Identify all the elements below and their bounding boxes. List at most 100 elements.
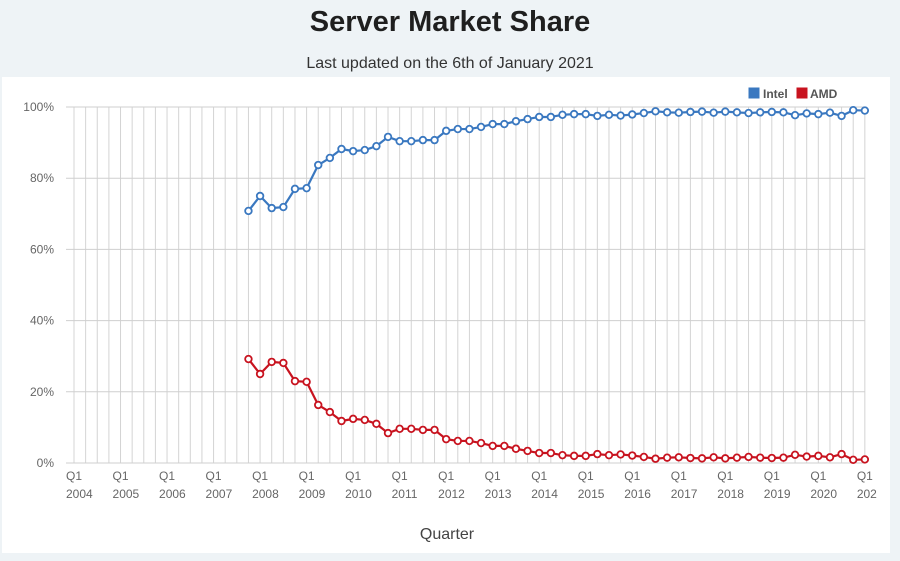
data-point-intel[interactable]: [860, 106, 870, 115]
data-point-intel[interactable]: [511, 117, 521, 126]
data-point-intel[interactable]: [569, 109, 579, 119]
data-point-amd[interactable]: [255, 369, 265, 379]
data-point-intel[interactable]: [604, 110, 614, 120]
data-point-intel[interactable]: [721, 107, 730, 116]
data-point-intel[interactable]: [325, 153, 335, 163]
data-point-amd[interactable]: [825, 453, 835, 462]
data-point-amd[interactable]: [383, 428, 393, 438]
data-point-amd[interactable]: [302, 377, 311, 387]
data-point-amd[interactable]: [790, 450, 800, 460]
data-point-intel[interactable]: [302, 183, 311, 193]
data-point-intel[interactable]: [767, 107, 776, 117]
data-point-intel[interactable]: [348, 146, 358, 156]
data-point-intel[interactable]: [697, 107, 707, 116]
data-point-intel[interactable]: [465, 124, 474, 134]
data-point-amd[interactable]: [395, 424, 404, 434]
data-point-intel[interactable]: [558, 110, 567, 120]
data-point-amd[interactable]: [407, 424, 416, 434]
data-point-intel[interactable]: [535, 112, 544, 122]
data-point-intel[interactable]: [279, 202, 288, 212]
data-point-amd[interactable]: [546, 448, 556, 458]
data-point-intel[interactable]: [849, 106, 858, 115]
data-point-intel[interactable]: [709, 108, 718, 117]
data-point-intel[interactable]: [290, 184, 300, 194]
data-point-intel[interactable]: [616, 111, 625, 120]
data-point-amd[interactable]: [441, 434, 451, 444]
data-point-intel[interactable]: [488, 119, 497, 129]
data-point-intel[interactable]: [802, 109, 811, 118]
data-point-intel[interactable]: [418, 135, 428, 145]
data-point-intel[interactable]: [651, 107, 660, 116]
data-point-intel[interactable]: [395, 136, 404, 146]
data-point-intel[interactable]: [593, 111, 602, 121]
data-point-intel[interactable]: [779, 108, 788, 117]
data-point-intel[interactable]: [732, 108, 742, 117]
data-point-amd[interactable]: [279, 358, 288, 368]
data-point-amd[interactable]: [674, 453, 683, 462]
data-point-amd[interactable]: [360, 415, 369, 425]
data-point-intel[interactable]: [662, 108, 672, 117]
data-point-intel[interactable]: [500, 119, 509, 129]
data-point-amd[interactable]: [581, 451, 590, 461]
data-point-amd[interactable]: [709, 453, 718, 462]
data-point-amd[interactable]: [569, 451, 579, 461]
data-point-amd[interactable]: [651, 454, 660, 463]
data-point-amd[interactable]: [860, 455, 870, 464]
data-point-amd[interactable]: [837, 449, 846, 459]
data-point-intel[interactable]: [244, 206, 253, 216]
data-point-intel[interactable]: [267, 203, 276, 213]
data-point-amd[interactable]: [802, 452, 811, 461]
data-point-amd[interactable]: [348, 414, 358, 424]
data-point-intel[interactable]: [814, 109, 823, 119]
data-point-intel[interactable]: [360, 145, 369, 155]
data-point-amd[interactable]: [755, 453, 765, 462]
data-point-amd[interactable]: [814, 451, 823, 461]
data-point-intel[interactable]: [546, 112, 556, 122]
data-point-amd[interactable]: [558, 450, 567, 460]
data-point-intel[interactable]: [407, 136, 416, 146]
data-point-amd[interactable]: [604, 450, 614, 460]
data-point-amd[interactable]: [849, 455, 858, 464]
data-point-amd[interactable]: [593, 449, 602, 459]
data-point-amd[interactable]: [511, 444, 521, 453]
data-point-amd[interactable]: [523, 446, 532, 456]
data-point-intel[interactable]: [686, 107, 695, 117]
data-point-amd[interactable]: [290, 376, 300, 386]
data-point-amd[interactable]: [244, 354, 253, 364]
data-point-intel[interactable]: [674, 108, 683, 117]
data-point-intel[interactable]: [628, 110, 637, 119]
data-point-amd[interactable]: [372, 419, 381, 429]
data-point-intel[interactable]: [639, 108, 649, 118]
data-point-amd[interactable]: [453, 436, 462, 446]
data-point-intel[interactable]: [255, 191, 265, 201]
data-point-amd[interactable]: [418, 425, 428, 435]
data-point-intel[interactable]: [581, 109, 590, 119]
data-point-intel[interactable]: [523, 114, 532, 124]
data-point-amd[interactable]: [337, 416, 346, 426]
data-point-amd[interactable]: [779, 453, 788, 462]
data-point-amd[interactable]: [476, 438, 486, 448]
data-point-amd[interactable]: [325, 407, 335, 417]
data-point-intel[interactable]: [744, 108, 753, 118]
data-point-amd[interactable]: [430, 425, 439, 435]
data-point-amd[interactable]: [314, 400, 323, 410]
data-point-amd[interactable]: [500, 441, 509, 451]
data-point-amd[interactable]: [732, 453, 742, 462]
data-point-intel[interactable]: [755, 108, 765, 117]
data-point-amd[interactable]: [628, 451, 637, 460]
data-point-intel[interactable]: [476, 122, 486, 132]
data-point-intel[interactable]: [441, 126, 451, 136]
data-point-amd[interactable]: [686, 453, 695, 463]
data-point-amd[interactable]: [616, 450, 625, 459]
data-point-amd[interactable]: [639, 452, 649, 462]
data-point-amd[interactable]: [721, 454, 730, 463]
data-point-amd[interactable]: [488, 441, 497, 451]
data-point-intel[interactable]: [453, 124, 462, 134]
data-point-amd[interactable]: [697, 454, 707, 463]
data-point-intel[interactable]: [314, 160, 323, 170]
data-point-intel[interactable]: [430, 135, 439, 145]
data-point-intel[interactable]: [337, 144, 346, 154]
data-point-intel[interactable]: [837, 111, 846, 121]
legend-item-amd[interactable]: AMD: [795, 86, 838, 101]
data-point-intel[interactable]: [790, 110, 800, 120]
